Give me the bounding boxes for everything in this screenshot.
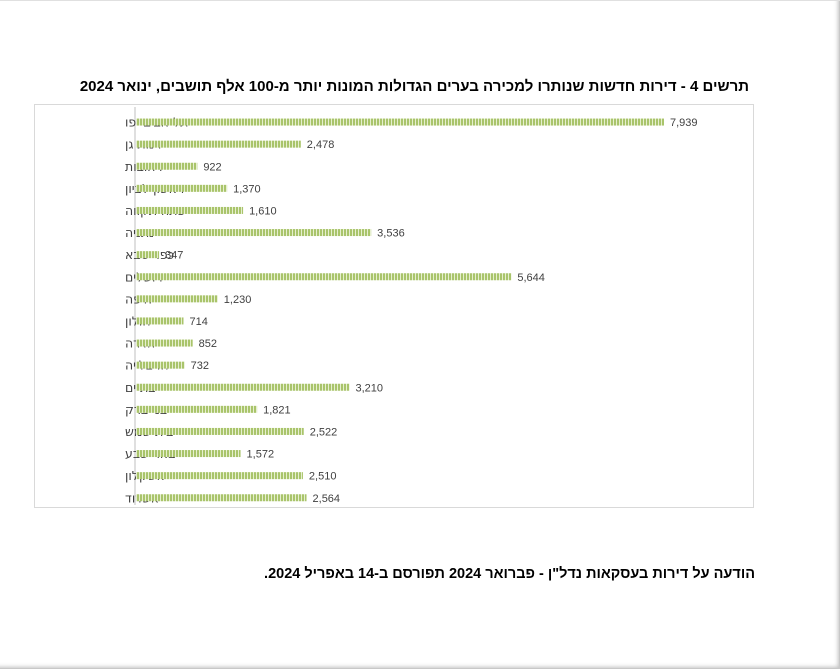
bar bbox=[136, 405, 258, 413]
value-label: 1,821 bbox=[263, 404, 291, 416]
value-label: 1,230 bbox=[224, 294, 252, 306]
value-label: 3,536 bbox=[377, 228, 405, 240]
bar bbox=[136, 229, 372, 237]
bar bbox=[136, 450, 241, 458]
chart-area: תל אביב-יפו7,939רמת גן2,478רחובות922ראשו… bbox=[34, 104, 754, 508]
bar-chart: תל אביב-יפו7,939רמת גן2,478רחובות922ראשו… bbox=[125, 107, 698, 506]
value-label: 1,610 bbox=[249, 205, 277, 217]
bar bbox=[136, 206, 244, 214]
value-label: 2,522 bbox=[310, 426, 338, 438]
value-label: 2,510 bbox=[309, 471, 337, 483]
value-label: 3,210 bbox=[355, 382, 383, 394]
bars-group: תל אביב-יפו7,939רמת גן2,478רחובות922ראשו… bbox=[125, 115, 698, 506]
value-label: 7,939 bbox=[670, 117, 698, 129]
page-top-edge bbox=[0, 0, 840, 1]
bar bbox=[136, 295, 218, 303]
bar bbox=[136, 273, 512, 281]
bar bbox=[136, 494, 307, 502]
bar bbox=[136, 251, 160, 259]
value-label: 732 bbox=[191, 360, 209, 372]
chart-title: תרשים 4 - דירות חדשות שנותרו למכירה בערי… bbox=[79, 78, 749, 95]
bar bbox=[136, 472, 303, 480]
bar bbox=[136, 427, 304, 435]
value-label: 2,478 bbox=[307, 139, 335, 151]
value-label: 1,370 bbox=[233, 183, 261, 195]
value-label: 347 bbox=[165, 250, 183, 262]
value-label: 714 bbox=[189, 316, 207, 328]
value-label: 5,644 bbox=[517, 272, 545, 284]
bar bbox=[136, 118, 664, 126]
bar bbox=[136, 140, 301, 148]
bar bbox=[136, 184, 228, 192]
bar bbox=[136, 317, 184, 325]
value-label: 2,564 bbox=[313, 493, 341, 505]
bar bbox=[136, 361, 185, 369]
bar bbox=[136, 383, 350, 391]
bar bbox=[136, 162, 198, 170]
value-label: 922 bbox=[203, 161, 221, 173]
value-label: 852 bbox=[199, 338, 217, 350]
footer-announcement: הודעה על דירות בעסקאות נדל"ן - פברואר 20… bbox=[264, 566, 755, 582]
value-label: 1,572 bbox=[247, 449, 275, 461]
bar bbox=[136, 339, 193, 347]
